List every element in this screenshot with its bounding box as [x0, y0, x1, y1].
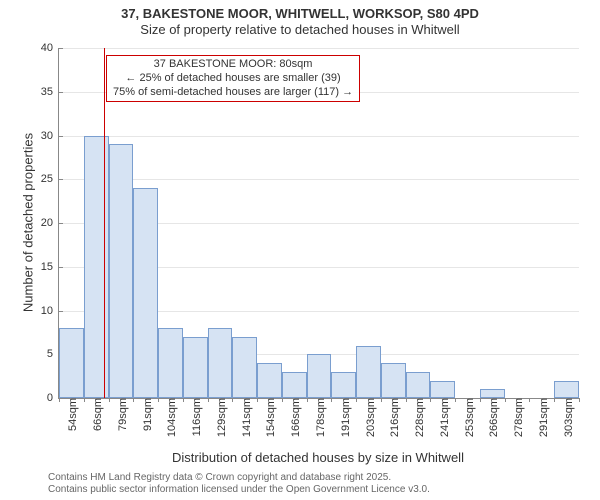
- gridline: [59, 179, 579, 180]
- histogram-bar: [307, 354, 332, 398]
- x-tick-mark: [430, 398, 431, 402]
- x-tick-mark: [554, 398, 555, 402]
- x-tick-label: 129sqm: [212, 398, 228, 437]
- y-tick-label: 40: [41, 42, 59, 54]
- x-tick-label: 79sqm: [113, 398, 129, 431]
- annotation-box: 37 BAKESTONE MOOR: 80sqm ← 25% of detach…: [106, 55, 360, 102]
- x-tick-label: 178sqm: [311, 398, 327, 437]
- histogram-bar: [59, 328, 84, 398]
- x-tick-mark: [282, 398, 283, 402]
- histogram-bar: [282, 372, 307, 398]
- x-tick-label: 253sqm: [460, 398, 476, 437]
- annotation-line-2: ← 25% of detached houses are smaller (39…: [113, 72, 353, 86]
- y-tick-label: 20: [41, 217, 59, 229]
- histogram-bar: [406, 372, 431, 398]
- x-tick-mark: [579, 398, 580, 402]
- histogram-bar: [381, 363, 406, 398]
- x-tick-mark: [84, 398, 85, 402]
- x-tick-mark: [505, 398, 506, 402]
- x-tick-mark: [158, 398, 159, 402]
- title-line-1: 37, BAKESTONE MOOR, WHITWELL, WORKSOP, S…: [0, 6, 600, 22]
- x-tick-mark: [356, 398, 357, 402]
- y-axis-label: Number of detached properties: [21, 48, 36, 398]
- histogram-bar: [208, 328, 233, 398]
- gridline: [59, 48, 579, 49]
- x-tick-label: 291sqm: [534, 398, 550, 437]
- histogram-bar: [133, 188, 158, 398]
- histogram-bar: [109, 144, 134, 398]
- x-tick-mark: [529, 398, 530, 402]
- x-tick-mark: [331, 398, 332, 402]
- x-tick-label: 241sqm: [435, 398, 451, 437]
- x-tick-mark: [109, 398, 110, 402]
- y-tick-label: 10: [41, 305, 59, 317]
- footer-line-1: Contains HM Land Registry data © Crown c…: [48, 472, 430, 484]
- histogram-bar: [331, 372, 356, 398]
- x-tick-label: 216sqm: [385, 398, 401, 437]
- x-tick-label: 54sqm: [63, 398, 79, 431]
- x-tick-mark: [480, 398, 481, 402]
- y-tick-label: 0: [47, 392, 59, 404]
- footer-attribution: Contains HM Land Registry data © Crown c…: [48, 472, 430, 496]
- x-tick-mark: [183, 398, 184, 402]
- x-tick-label: 154sqm: [261, 398, 277, 437]
- histogram-bar: [480, 389, 505, 398]
- x-tick-mark: [208, 398, 209, 402]
- y-tick-label: 5: [47, 348, 59, 360]
- annotation-line-1: 37 BAKESTONE MOOR: 80sqm: [113, 58, 353, 72]
- x-tick-mark: [307, 398, 308, 402]
- y-tick-label: 35: [41, 86, 59, 98]
- gridline: [59, 136, 579, 137]
- x-tick-label: 91sqm: [138, 398, 154, 431]
- annotation-line-3: 75% of semi-detached houses are larger (…: [113, 86, 353, 100]
- x-tick-label: 266sqm: [484, 398, 500, 437]
- footer-line-2: Contains public sector information licen…: [48, 484, 430, 496]
- y-tick-label: 25: [41, 173, 59, 185]
- histogram-bar: [183, 337, 208, 398]
- title-line-2: Size of property relative to detached ho…: [0, 22, 600, 38]
- x-tick-label: 66sqm: [88, 398, 104, 431]
- x-tick-label: 203sqm: [361, 398, 377, 437]
- x-tick-label: 191sqm: [336, 398, 352, 437]
- x-axis-label: Distribution of detached houses by size …: [58, 450, 578, 465]
- histogram-bar: [554, 381, 579, 399]
- x-tick-label: 166sqm: [286, 398, 302, 437]
- chart-title-block: 37, BAKESTONE MOOR, WHITWELL, WORKSOP, S…: [0, 0, 600, 37]
- x-tick-mark: [133, 398, 134, 402]
- x-tick-label: 104sqm: [162, 398, 178, 437]
- x-tick-label: 228sqm: [410, 398, 426, 437]
- x-tick-label: 303sqm: [559, 398, 575, 437]
- histogram-bar: [232, 337, 257, 398]
- x-tick-mark: [59, 398, 60, 402]
- x-tick-mark: [257, 398, 258, 402]
- x-tick-mark: [381, 398, 382, 402]
- x-tick-label: 141sqm: [237, 398, 253, 437]
- histogram-bar: [158, 328, 183, 398]
- histogram-bar: [257, 363, 282, 398]
- y-tick-label: 30: [41, 130, 59, 142]
- y-tick-label: 15: [41, 261, 59, 273]
- x-tick-label: 116sqm: [187, 398, 203, 436]
- histogram-bar: [356, 346, 381, 399]
- histogram-bar: [430, 381, 455, 399]
- x-tick-label: 278sqm: [509, 398, 525, 437]
- x-tick-mark: [455, 398, 456, 402]
- x-tick-mark: [406, 398, 407, 402]
- x-tick-mark: [232, 398, 233, 402]
